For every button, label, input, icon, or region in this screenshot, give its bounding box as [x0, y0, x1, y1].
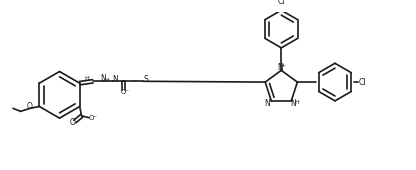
Text: N: N: [290, 99, 296, 108]
Text: +: +: [281, 63, 285, 68]
Text: O⁻: O⁻: [121, 89, 130, 95]
Text: H: H: [104, 78, 109, 83]
Text: N: N: [277, 63, 283, 72]
Text: N: N: [101, 74, 106, 83]
Text: N: N: [265, 99, 270, 108]
Text: Cl: Cl: [358, 78, 366, 87]
Text: Cl: Cl: [277, 0, 285, 6]
Text: H: H: [84, 76, 89, 81]
Text: O: O: [69, 118, 75, 127]
Text: O⁻: O⁻: [89, 115, 98, 121]
Text: S: S: [144, 75, 148, 84]
Text: O: O: [27, 102, 33, 111]
Text: H: H: [295, 100, 299, 105]
Text: N: N: [112, 75, 118, 84]
